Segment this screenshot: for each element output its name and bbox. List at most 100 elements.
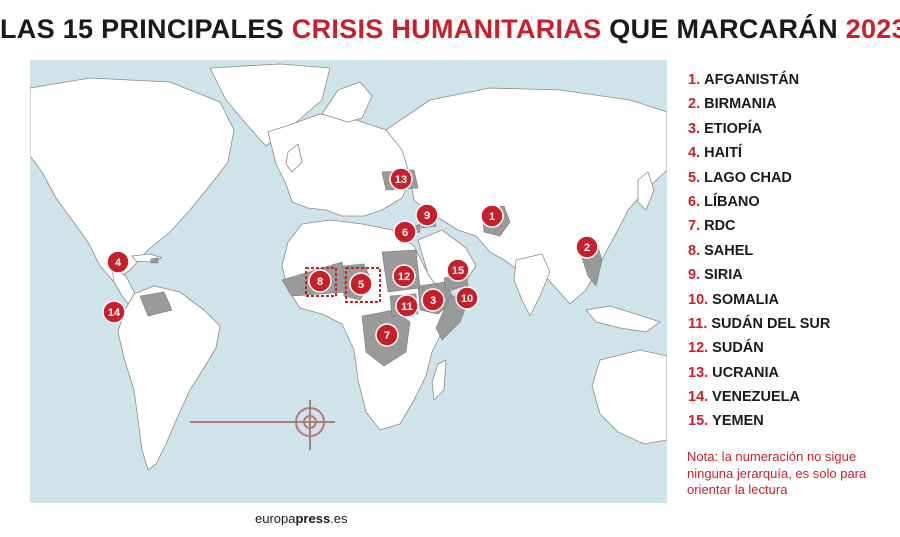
marker-5: 5: [349, 272, 373, 296]
marker-6: 6: [393, 220, 417, 244]
marker-12: 12: [392, 264, 416, 288]
marker-8-label: 8: [317, 276, 323, 288]
legend-number: 13.: [688, 364, 709, 381]
marker-9-label: 9: [424, 210, 430, 222]
legend-item: 13. UCRANIA: [688, 363, 893, 387]
legend-item: 4. HAITÍ: [688, 143, 893, 167]
legend-number: 10.: [688, 291, 709, 308]
legend-label: ETIOPÍA: [704, 120, 763, 137]
marker-3-label: 3: [430, 295, 436, 307]
legend-label: RDC: [704, 218, 736, 235]
marker-9: 9: [415, 203, 439, 227]
marker-8: 8: [308, 269, 332, 293]
marker-11: 11: [395, 294, 419, 318]
crisis-areas: [139, 169, 603, 367]
legend-number: 7.: [688, 218, 701, 235]
legend-number: 15.: [688, 413, 709, 430]
legend-list: 1. AFGANISTÁN 2. BIRMANIA 3. ETIOPÍA 4. HAIT…: [688, 70, 893, 436]
markers: 1 2 3 4 5 6 7 8 9 10 11 12 13 14 15: [102, 167, 599, 347]
marker-11-label: 11: [401, 301, 413, 313]
legend-item: 1. AFGANISTÁN: [688, 70, 893, 94]
legend-item: 12. SUDÁN: [688, 338, 893, 362]
legend-label: SAHEL: [704, 242, 754, 259]
legend-item: 8. SAHEL: [688, 241, 893, 265]
legend-label: YEMEN: [712, 413, 764, 430]
legend-label: VENEZUELA: [712, 389, 800, 406]
legend-label: BIRMANIA: [704, 96, 777, 113]
area-venezuela: [139, 291, 173, 317]
legend-label: UCRANIA: [712, 364, 780, 381]
southeast-asia-islands: [585, 305, 661, 333]
legend-item: 2. BIRMANIA: [688, 94, 893, 118]
legend-number: 5.: [688, 169, 701, 186]
legend-item: 14. VENEZUELA: [688, 387, 893, 411]
source-part-2: press: [295, 511, 331, 526]
legend-label: LAGO CHAD: [704, 169, 792, 186]
legend-label: SUDÁN DEL SUR: [711, 315, 831, 332]
marker-1: 1: [480, 204, 504, 228]
legend-number: 1.: [688, 72, 701, 88]
marker-15-label: 15: [452, 265, 464, 277]
north-america: [30, 77, 235, 283]
lake-chad-dashed-box: [345, 267, 381, 303]
legend-number: 14.: [688, 389, 709, 406]
legend-number: 12.: [688, 340, 709, 357]
legend-number: 9.: [688, 267, 701, 284]
legend-label: SIRIA: [704, 267, 743, 284]
marker-4: 4: [106, 250, 130, 274]
legend-label: AFGANISTÁN: [704, 72, 800, 88]
marker-14: 14: [102, 300, 126, 324]
page-title: LAS 15 PRINCIPALES CRISIS HUMANITARIAS Q…: [0, 14, 900, 45]
source-part-1: europa: [255, 511, 296, 526]
title-part-2: CRISIS HUMANITARIAS: [291, 14, 602, 44]
legend-item: 11. SUDÁN DEL SUR: [688, 314, 893, 338]
title-part-3: QUE MARCARÁN: [601, 14, 846, 44]
crosshair-icon: [190, 400, 335, 450]
legend-item: 6. LÍBANO: [688, 192, 893, 216]
legend-item: 7. RDC: [688, 216, 893, 240]
source-credit: europapress.es: [255, 511, 348, 526]
sahel-dashed-box: [305, 267, 337, 297]
title-part-1: LAS 15 PRINCIPALES: [0, 14, 292, 44]
legend-item: 9. SIRIA: [688, 265, 893, 289]
marker-15: 15: [446, 258, 470, 282]
legend-label: SOMALIA: [712, 291, 780, 308]
madagascar: [431, 359, 447, 401]
legend-number: 6.: [688, 193, 701, 210]
area-haiti: [150, 257, 159, 264]
note-text: Nota: la numeración no sigue ninguna jer…: [687, 449, 867, 497]
marker-10: 10: [455, 286, 479, 310]
marker-12-label: 12: [398, 271, 410, 283]
marker-7-label: 7: [384, 330, 390, 342]
legend-number: 8.: [688, 242, 701, 259]
marker-1-label: 1: [489, 211, 495, 223]
legend-label: SUDÁN: [712, 340, 764, 357]
south-america: [117, 285, 221, 471]
legend-number: 11.: [688, 315, 708, 332]
legend-number: 2.: [688, 96, 701, 113]
legend-item: 5. LAGO CHAD: [688, 168, 893, 192]
legend-item: 3. ETIOPÍA: [688, 119, 893, 143]
marker-13: 13: [389, 167, 413, 191]
legend-item: 10. SOMALIA: [688, 290, 893, 314]
marker-5-label: 5: [358, 279, 364, 291]
scandinavia: [321, 81, 373, 123]
marker-3: 3: [421, 288, 445, 312]
marker-6-label: 6: [402, 227, 408, 239]
marker-4-label: 4: [115, 257, 122, 269]
australia: [591, 349, 667, 445]
legend-label: LÍBANO: [704, 193, 760, 210]
marker-13-label: 13: [395, 174, 407, 186]
marker-2-label: 2: [584, 242, 590, 254]
japan: [637, 171, 655, 211]
uk: [285, 143, 303, 173]
legend-number: 4.: [688, 145, 701, 162]
india: [513, 253, 551, 317]
marker-7: 7: [375, 323, 399, 347]
legend-number: 3.: [688, 120, 701, 137]
marker-2: 2: [575, 235, 599, 259]
source-part-3: .es: [330, 511, 348, 526]
marker-14-label: 14: [108, 307, 121, 319]
world-map: 1 2 3 4 5 6 7 8 9 10 11 12 13 14 15: [30, 60, 667, 503]
legend-item: 15. YEMEN: [688, 411, 893, 435]
